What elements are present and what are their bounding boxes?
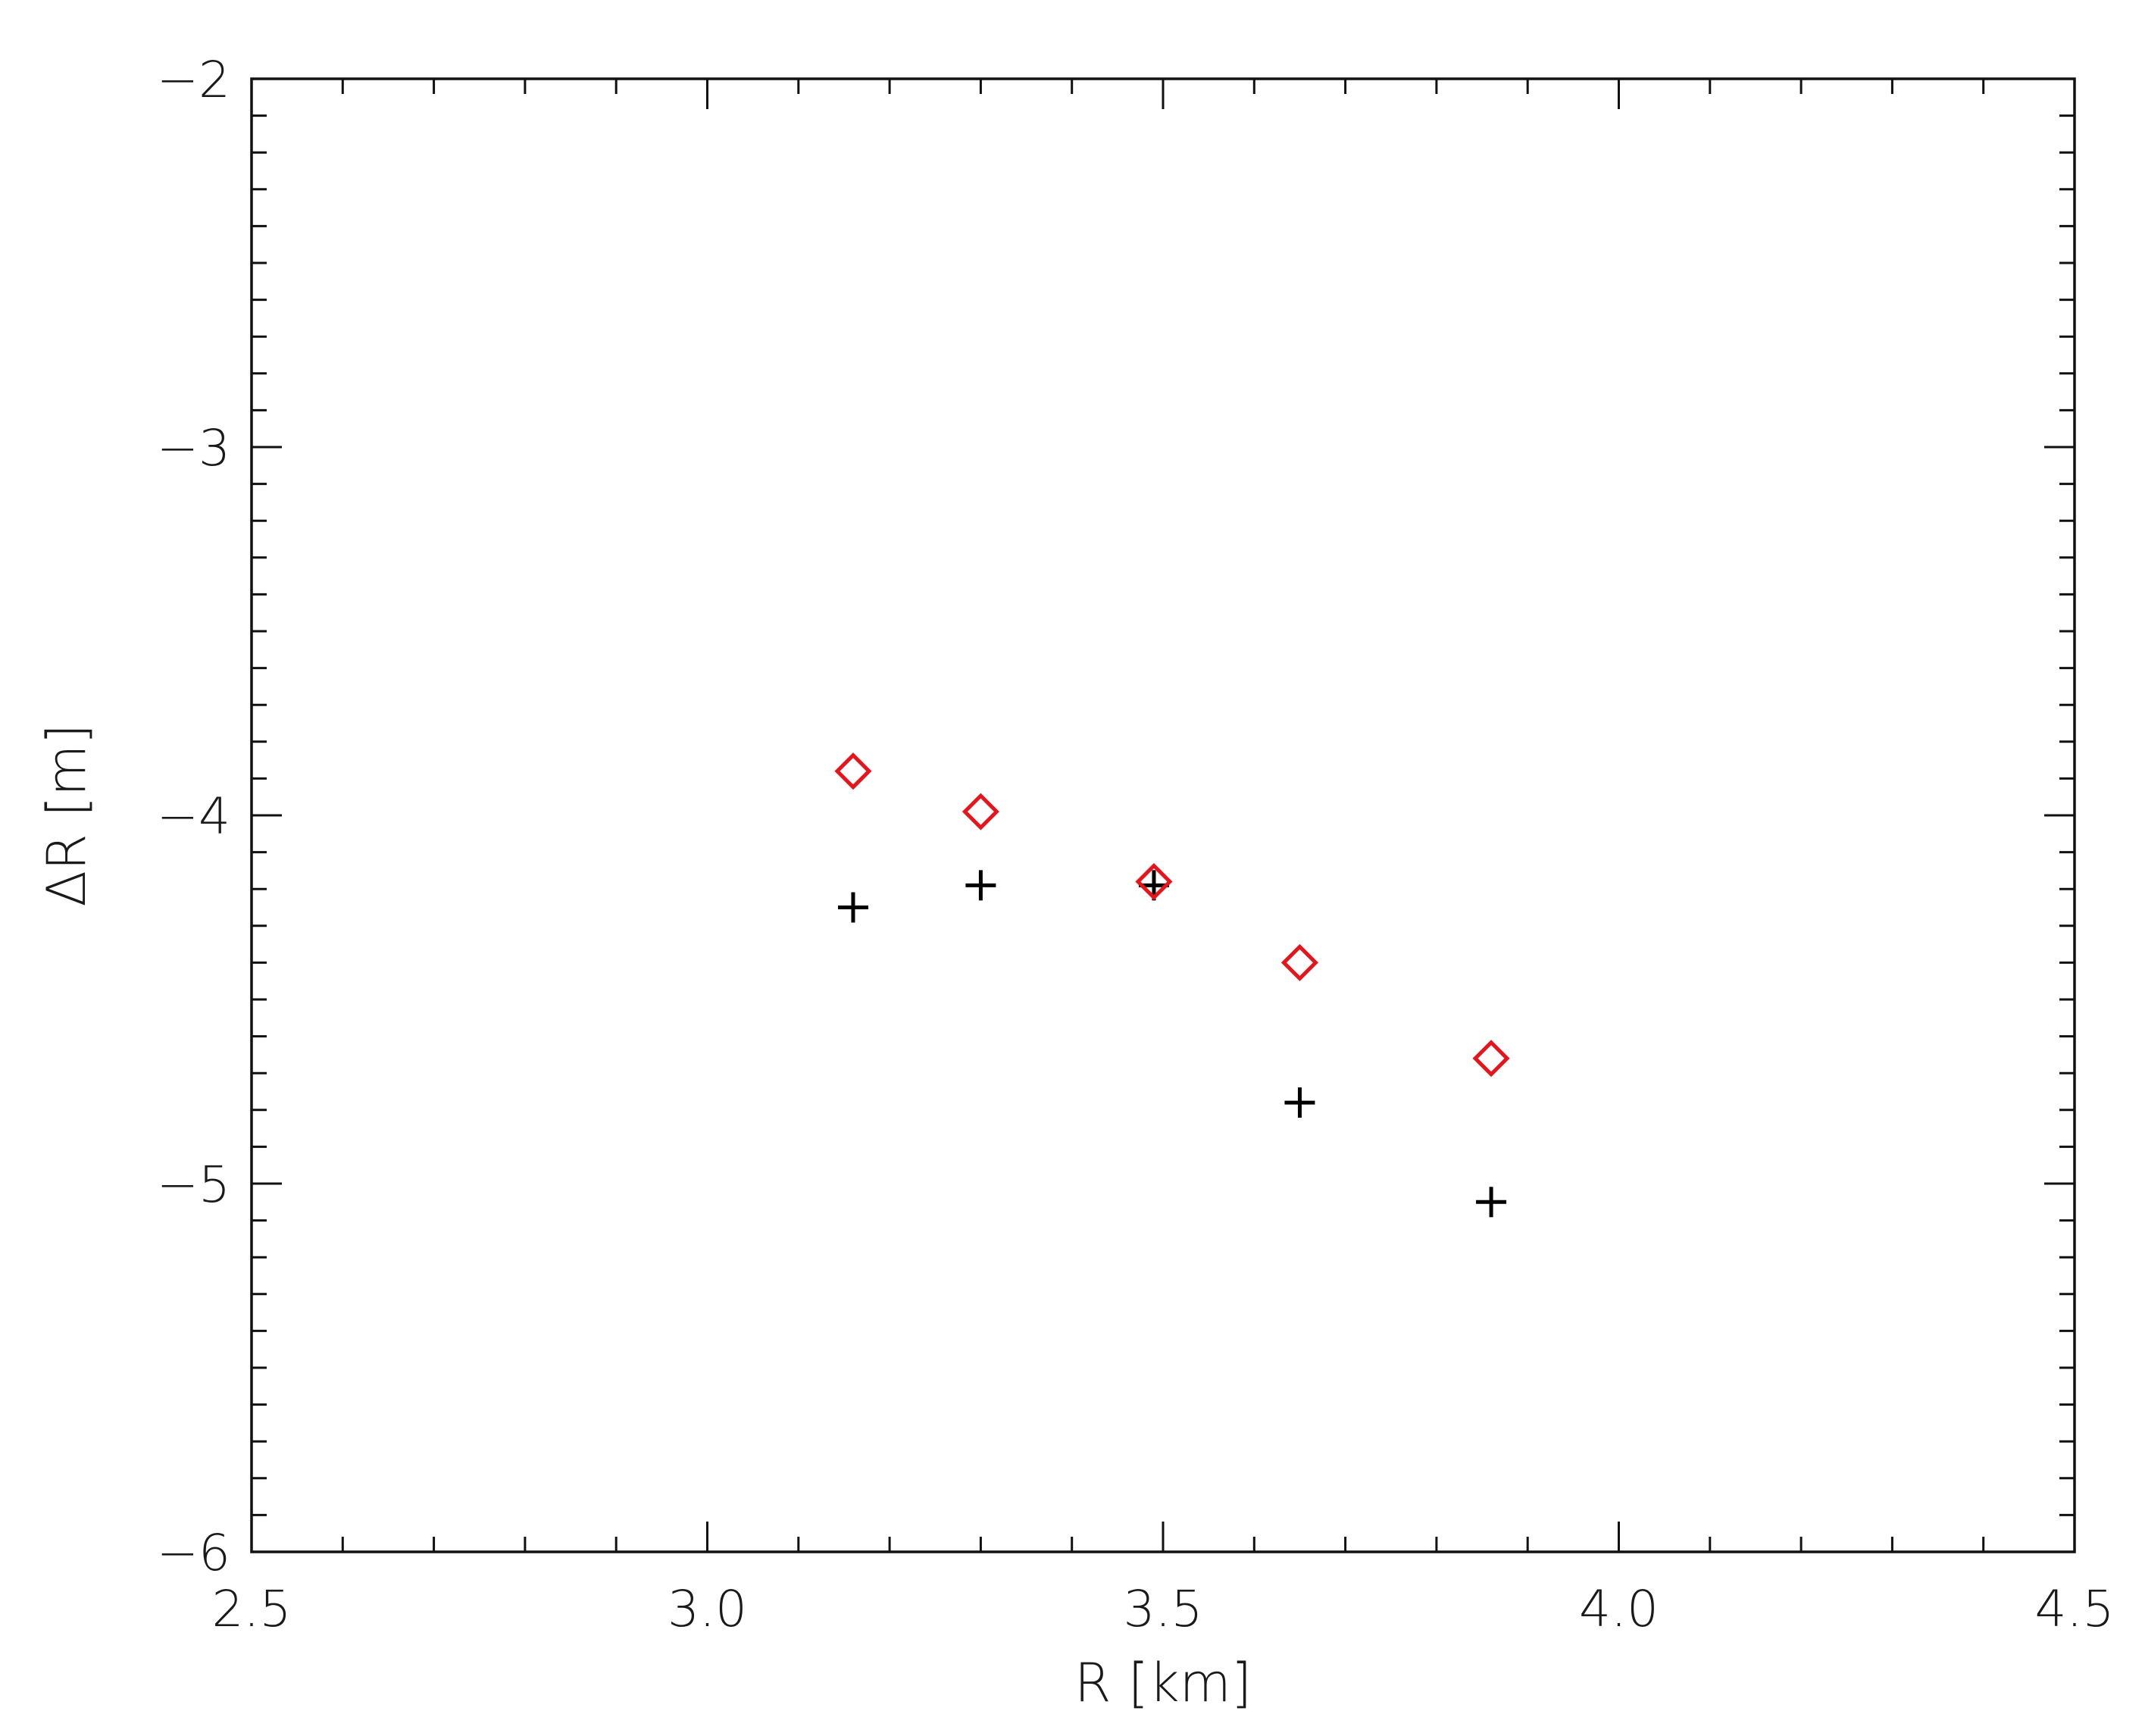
y-axis-title: ΔR [m] [36, 724, 98, 907]
diamond-marker [834, 752, 872, 790]
plus-marker [1476, 1187, 1507, 1218]
x-tick-label: 3.5 [1124, 1580, 1203, 1638]
y-tick-label: −4 [157, 787, 230, 846]
diamond-marker [1472, 1040, 1510, 1078]
diamond-marker [961, 793, 999, 830]
y-tick-label: −5 [157, 1156, 230, 1214]
diamond-marker [1280, 943, 1318, 981]
plus-marker [837, 892, 868, 923]
plus-marker [965, 870, 996, 901]
minor-ticks [250, 77, 2076, 1553]
plot-frame [250, 77, 2076, 1553]
plus-marker [1284, 1087, 1315, 1118]
x-tick-label: 4.0 [1579, 1580, 1659, 1638]
x-tick-label: 2.5 [212, 1580, 292, 1638]
x-tick-labels: 2.5 3.0 3.5 4.0 4.5 [212, 1580, 2115, 1638]
x-axis-title: R [km] [1074, 1652, 1252, 1714]
major-ticks [250, 77, 2076, 1553]
y-tick-labels: −6 −5 −4 −3 −2 [157, 51, 230, 1582]
y-tick-label: −2 [157, 51, 230, 109]
y-tick-label: −3 [157, 419, 230, 477]
y-tick-label: −6 [157, 1524, 230, 1582]
x-tick-label: 4.5 [2035, 1580, 2115, 1638]
x-tick-label: 3.0 [668, 1580, 747, 1638]
diamond-marker [1135, 862, 1173, 901]
data-markers [834, 752, 1510, 1218]
